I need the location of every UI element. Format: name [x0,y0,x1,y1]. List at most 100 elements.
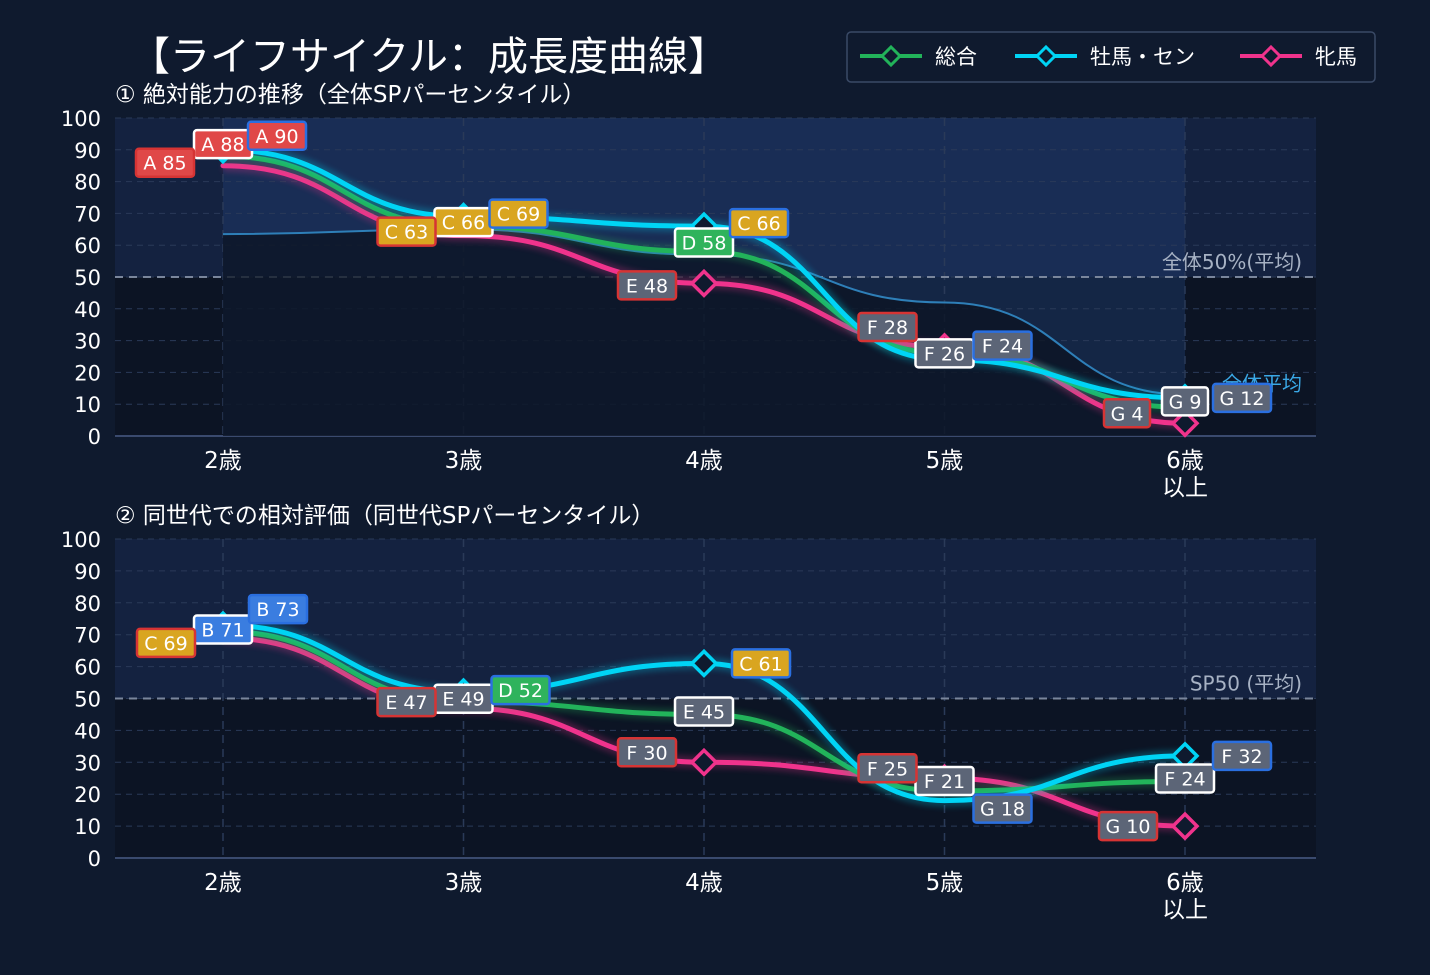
data-label-box [134,147,196,178]
point-marker [1170,811,1200,841]
data-label: F 21 [914,765,975,797]
chart-subtitle: ② 同世代での相対評価（同世代SPパーセンタイル） [115,503,654,529]
data-label-text: E 45 [683,701,725,723]
x-tick-line: 2歳 [204,870,242,896]
x-tick-label: 3歳 [445,448,483,474]
data-label-box [135,627,197,659]
legend-label: 牡馬・セン [1090,45,1195,69]
data-label: E 48 [616,270,678,301]
point-marker [689,268,719,298]
x-tick-label: 2歳 [204,870,242,896]
data-label-text: A 90 [255,126,298,148]
average-area [223,229,1185,436]
data-label-text: G 10 [1106,816,1151,838]
data-label: A 88 [192,128,254,160]
x-tick-line: 以上 [1162,475,1208,501]
data-label-box [376,686,437,718]
x-tick-label: 2歳 [204,448,242,474]
legend-item: 総合 [860,44,977,69]
legend-item: 牝馬 [1240,44,1357,69]
x-tick-line: 5歳 [926,870,964,896]
y-tick-label: 50 [74,688,101,712]
data-label: C 61 [730,648,792,679]
data-label: C 63 [376,216,437,247]
data-label: A 90 [246,120,308,152]
data-label: C 66 [433,206,494,238]
reference-line-label: SP50 (平均) [1190,672,1302,696]
figure-title: 【ライフサイクル：成長度曲線】 [130,34,728,80]
point-marker [689,648,719,678]
y-tick-label: 60 [74,234,101,258]
y-tick-label: 50 [74,266,101,290]
data-label: C 69 [135,627,197,659]
data-label: G 10 [1097,810,1159,842]
point-marker [1170,408,1200,438]
data-label: D 52 [490,674,551,706]
data-label-box [616,270,678,301]
data-label-text: E 48 [626,275,668,297]
data-label-box [1154,763,1216,794]
data-label: E 45 [673,696,735,727]
data-label-box [730,648,792,679]
data-label-box [1097,810,1159,842]
x-tick-label: 5歳 [926,448,964,474]
data-label-text: E 47 [385,692,427,714]
data-label-box [728,207,790,239]
legend-marker [1259,44,1283,68]
y-tick-label: 70 [74,624,101,648]
x-tick-line: 4歳 [685,448,723,474]
data-label-box [1102,398,1152,429]
legend-label: 総合 [935,45,977,69]
chart-absolute-ability: ① 絶対能力の推移（全体SPパーセンタイル） 0 10 20 30 40 50 60 70 80 9… [61,82,1316,501]
y-tick-label: 90 [74,560,101,584]
y-tick-label: 100 [61,528,101,552]
data-label-box [246,120,308,152]
data-label-box [490,674,551,706]
legend: 総合 牡馬・セン 牝馬 [846,31,1376,83]
y-tick-label: 80 [74,171,101,195]
data-label-text: F 24 [982,336,1023,358]
chart-subtitle: ① 絶対能力の推移（全体SPパーセンタイル） [115,82,585,108]
data-label-text: F 30 [626,742,667,764]
y-tick-label: 100 [61,107,101,131]
data-label-text: C 66 [737,213,780,235]
data-label-text: G 12 [1220,388,1265,410]
data-label: F 24 [972,330,1033,361]
data-label-text: C 61 [739,653,782,675]
y-tick-label: 0 [88,425,101,449]
y-tick-label: 10 [74,393,101,417]
x-tick-label: 5歳 [926,870,964,896]
data-label-text: G 9 [1169,391,1202,413]
data-label-text: G 4 [1111,403,1144,425]
x-tick-line: 6歳 [1166,870,1204,896]
chart-relative-evaluation: ② 同世代での相対評価（同世代SPパーセンタイル） 0 10 20 30 40 50 60 70… [61,503,1316,923]
x-tick-line: 3歳 [445,870,483,896]
data-label: C 66 [728,207,790,239]
legend-item: 牡馬・セン [1015,44,1195,69]
data-label-box [673,227,735,258]
data-label-text: C 69 [497,204,540,226]
data-label-box [857,311,918,343]
data-label-text: A 85 [143,153,186,175]
x-tick-line: 3歳 [445,448,483,474]
y-tick-label: 90 [74,139,101,163]
data-label-box [247,593,309,625]
x-tick-label: 6歳以上 [1162,870,1208,923]
data-label-text: F 26 [924,343,965,365]
data-label-box [376,216,437,247]
x-tick-line: 以上 [1162,897,1208,923]
data-label-text: F 32 [1221,746,1262,768]
legend-label: 牝馬 [1315,45,1357,69]
y-tick-label: 60 [74,656,101,680]
legend-marker [879,44,903,68]
data-label: E 49 [433,683,494,714]
data-label-text: E 49 [442,689,484,711]
data-label: G 9 [1160,386,1210,417]
point-marker [689,747,719,777]
data-label-text: F 21 [924,771,965,793]
data-label-text: F 25 [867,758,908,780]
data-label: F 24 [1154,763,1216,794]
data-label: B 73 [247,593,309,625]
data-label-text: F 24 [1164,768,1205,790]
data-label-text: B 71 [201,620,244,642]
